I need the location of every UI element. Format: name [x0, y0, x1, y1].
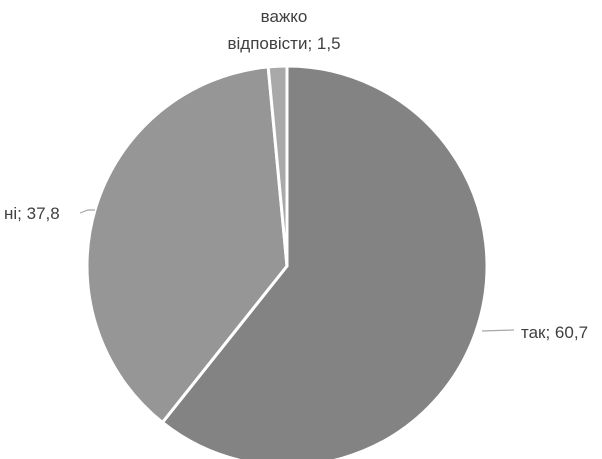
leader-line-tak — [481, 329, 515, 332]
slice-label-ni: ні; 37,8 — [4, 204, 60, 223]
slice-label-tak: так; 60,7 — [521, 323, 588, 342]
pie-slice-tak — [160, 64, 489, 459]
pie-slice-vazhko — [266, 64, 289, 268]
pie-slice-ni — [85, 65, 289, 424]
leader-line-ni — [79, 209, 95, 214]
pie-slices — [85, 64, 489, 459]
slice-label-vazhko-line1: важко — [261, 7, 308, 26]
leader-lines — [79, 209, 515, 332]
slice-label-vazhko-line2: відповісти; 1,5 — [227, 34, 340, 53]
